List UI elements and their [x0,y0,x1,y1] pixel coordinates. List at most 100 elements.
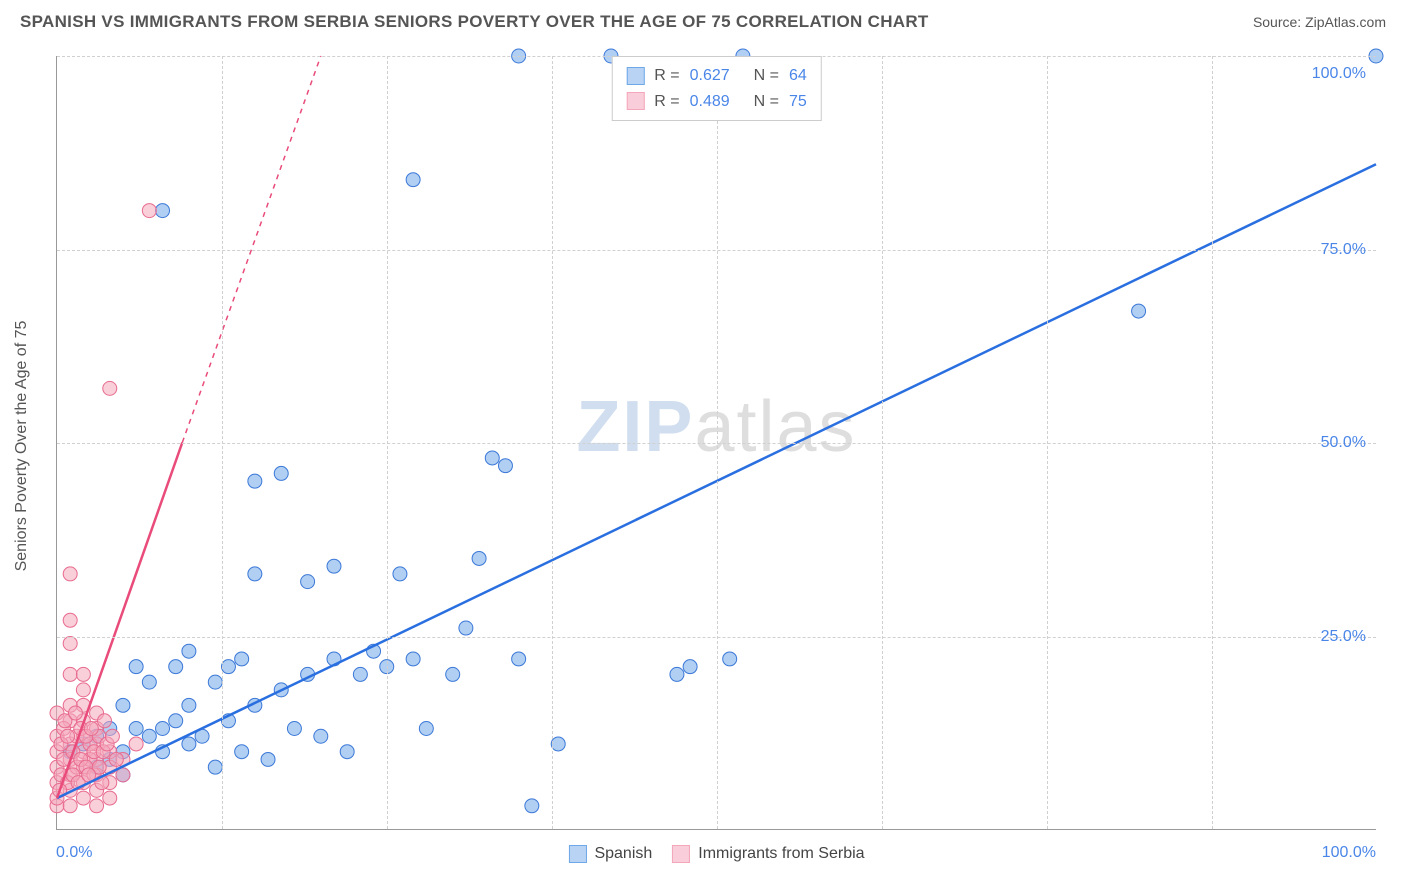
data-point [129,737,143,751]
data-point [353,667,367,681]
data-point [551,737,565,751]
data-point [683,660,697,674]
data-point [76,667,90,681]
data-point [169,714,183,728]
data-point [419,722,433,736]
data-point [63,613,77,627]
legend-r-value: 0.489 [690,89,744,115]
legend-r-label: R = [654,89,679,115]
y-tick-label: 75.0% [1321,241,1366,259]
chart-source: Source: ZipAtlas.com [1253,14,1386,30]
data-point [208,760,222,774]
data-point [76,683,90,697]
gridline-vertical [387,56,388,829]
legend-swatch [568,845,586,863]
data-point [97,714,111,728]
legend-stat-row: R = 0.489 N = 75 [626,89,806,115]
data-point [182,644,196,658]
data-point [84,722,98,736]
gridline-vertical [882,56,883,829]
data-point [723,652,737,666]
legend-n-value: 64 [789,63,807,89]
legend-n-label: N = [754,89,779,115]
data-point [109,752,123,766]
data-point [274,466,288,480]
data-point [90,799,104,813]
y-tick-label: 50.0% [1321,434,1366,452]
legend-n-label: N = [754,63,779,89]
data-point [287,722,301,736]
data-point [221,660,235,674]
legend-r-value: 0.627 [690,63,744,89]
data-point [129,722,143,736]
x-tick-label: 0.0% [56,844,92,862]
data-point [142,729,156,743]
legend-r-label: R = [654,63,679,89]
legend-item: Immigrants from Serbia [672,845,864,863]
legend-n-value: 75 [789,89,807,115]
legend-label: Immigrants from Serbia [698,845,864,863]
chart-header: SPANISH VS IMMIGRANTS FROM SERBIA SENIOR… [0,0,1406,40]
data-point [103,381,117,395]
data-point [301,575,315,589]
data-point [248,474,262,488]
data-point [142,204,156,218]
data-point [63,567,77,581]
legend-series: Spanish Immigrants from Serbia [568,845,864,863]
gridline-vertical [222,56,223,829]
y-tick-label: 100.0% [1312,65,1366,83]
data-point [129,660,143,674]
data-point [208,675,222,689]
data-point [459,621,473,635]
data-point [105,729,119,743]
legend-swatch [626,92,644,110]
data-point [142,675,156,689]
data-point [116,698,130,712]
data-point [63,799,77,813]
data-point [235,745,249,759]
data-point [406,173,420,187]
gridline-vertical [717,56,718,829]
legend-label: Spanish [594,845,652,863]
legend-stat-row: R = 0.627 N = 64 [626,63,806,89]
data-point [156,204,170,218]
data-point [525,799,539,813]
plot-area: ZIPatlas R =0.627N =64R =0.489N =75 Span… [56,56,1376,830]
data-point [498,459,512,473]
data-point [485,451,499,465]
legend-stats: R = 0.627 N = 64 R = 0.489 N = 75 [611,56,821,121]
data-point [68,706,82,720]
gridline-vertical [552,56,553,829]
y-axis-label: Seniors Poverty Over the Age of 75 [13,321,31,572]
y-tick-label: 25.0% [1321,628,1366,646]
data-point [472,551,486,565]
data-point [670,667,684,681]
legend-item: Spanish [568,845,652,863]
x-tick-label: 100.0% [1322,844,1376,862]
data-point [446,667,460,681]
data-point [1132,304,1146,318]
data-point [327,559,341,573]
data-point [169,660,183,674]
data-point [61,729,75,743]
gridline-vertical [1212,56,1213,829]
gridline-vertical [1047,56,1048,829]
data-point [261,752,275,766]
data-point [248,567,262,581]
data-point [512,652,526,666]
data-point [63,667,77,681]
data-point [182,698,196,712]
data-point [393,567,407,581]
chart-title: SPANISH VS IMMIGRANTS FROM SERBIA SENIOR… [20,12,929,32]
data-point [406,652,420,666]
data-point [182,737,196,751]
legend-swatch [672,845,690,863]
data-point [63,636,77,650]
data-point [340,745,354,759]
legend-swatch [626,67,644,85]
data-point [314,729,328,743]
data-point [156,722,170,736]
data-point [235,652,249,666]
data-point [103,791,117,805]
data-point [76,791,90,805]
